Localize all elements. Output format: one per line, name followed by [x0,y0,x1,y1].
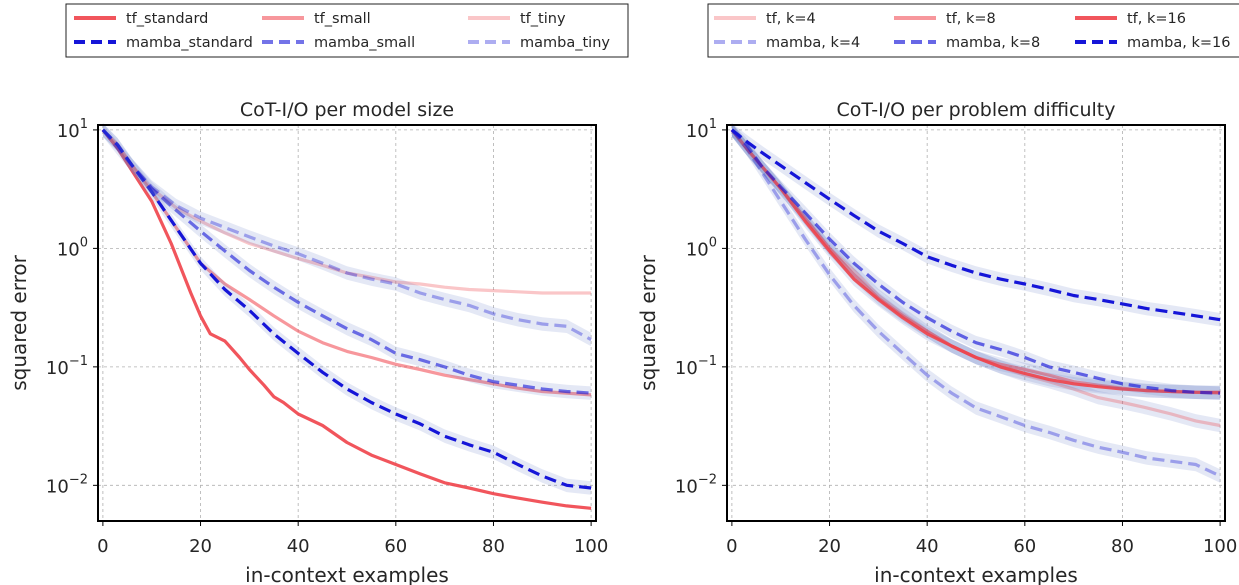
legend-label: tf, k=8 [946,11,996,27]
y-tick-label: 101 [686,117,717,142]
x-tick-label: 20 [189,536,212,557]
x-tick-label: 60 [384,536,407,557]
y-axis-label: squared error [636,254,660,390]
series-line [730,128,1221,322]
series-mamba-small [101,123,592,400]
plot-frame [726,124,1226,522]
y-tick-label: 100 [686,235,717,260]
legend-label: mamba, k=8 [946,35,1040,51]
series-tf-k-16 [730,123,1221,399]
plot-frame [97,124,597,522]
y-tick-label: 10−2 [46,472,88,497]
x-tick-label: 60 [1013,536,1036,557]
series-tf-standard [101,128,592,510]
y-tick-label: 10−2 [675,472,717,497]
series-line [101,128,592,395]
x-tick-label: 0 [726,536,737,557]
legend-label: tf, k=4 [766,11,816,27]
y-tick-label: 10−1 [675,354,717,379]
x-tick-label: 20 [818,536,841,557]
series-mamba-standard [101,123,592,495]
x-tick-label: 0 [97,536,108,557]
legend-label: mamba, k=16 [1127,35,1230,51]
x-tick-label: 40 [287,536,310,557]
x-tick-label: 80 [1111,536,1134,557]
chart-1: 0 20 40 60 80 100 101 100 10−1 10−2 CoT-I/O per mo… [7,3,629,585]
legend-label: tf_standard [126,11,208,27]
series-mamba-tiny [101,123,592,347]
x-axis-label: in-context examples [874,563,1078,585]
series-tf-small [101,128,592,397]
legend-label: tf, k=16 [1127,11,1186,27]
series-line [730,128,1221,478]
legend: tf, k=4 tf, k=8 tf, k=16 mamba, k=4 mamba, k… [707,3,1239,58]
legend-box [65,3,629,58]
legend-label: tf_tiny [520,11,566,27]
x-tick-label: 100 [574,536,608,557]
legend-label: mamba_small [314,35,415,51]
series-mamba-k-8 [730,123,1221,400]
y-tick-label: 101 [57,117,88,142]
series-line [730,128,1221,394]
legend-label: mamba, k=4 [766,35,860,51]
legend-label: tf_small [314,11,371,27]
y-tick-label: 10−1 [46,354,88,379]
chart-title: CoT-I/O per model size [240,99,454,121]
confidence-band [102,123,592,347]
y-axis-label: squared error [7,254,31,390]
x-tick-label: 40 [916,536,939,557]
x-tick-label: 80 [482,536,505,557]
series-line [101,128,592,490]
chart-2: 0 20 40 60 80 100 101 100 10−1 10−2 CoT-I/O per pr… [636,3,1239,585]
y-tick-label: 100 [57,235,88,260]
confidence-band [731,123,1221,327]
series-mamba-k-16 [730,123,1221,327]
series-line [101,128,592,397]
legend-box [707,3,1239,58]
series-line [730,128,1221,395]
legend-label: mamba_tiny [520,35,610,51]
legend: tf_standard tf_small tf_tiny mamba_standard… [65,3,629,58]
confidence-band [731,123,1221,400]
series-mamba-k-4 [730,123,1221,483]
x-axis-label: in-context examples [245,563,449,585]
confidence-band [102,123,592,495]
confidence-band [731,123,1221,483]
series-line [101,128,592,510]
legend-label: mamba_standard [126,35,253,51]
chart-title: CoT-I/O per problem difficulty [836,99,1115,121]
x-tick-label: 100 [1203,536,1237,557]
confidence-band [102,123,592,400]
series-line [101,128,592,342]
